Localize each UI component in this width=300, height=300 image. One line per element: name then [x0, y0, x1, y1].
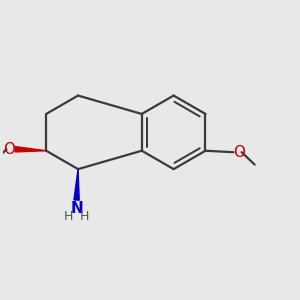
Text: H: H [80, 210, 89, 223]
Text: H: H [64, 210, 73, 223]
Polygon shape [15, 147, 46, 152]
Text: N: N [70, 201, 83, 216]
Text: O: O [3, 142, 15, 157]
Polygon shape [74, 169, 79, 200]
Text: O: O [233, 145, 245, 160]
